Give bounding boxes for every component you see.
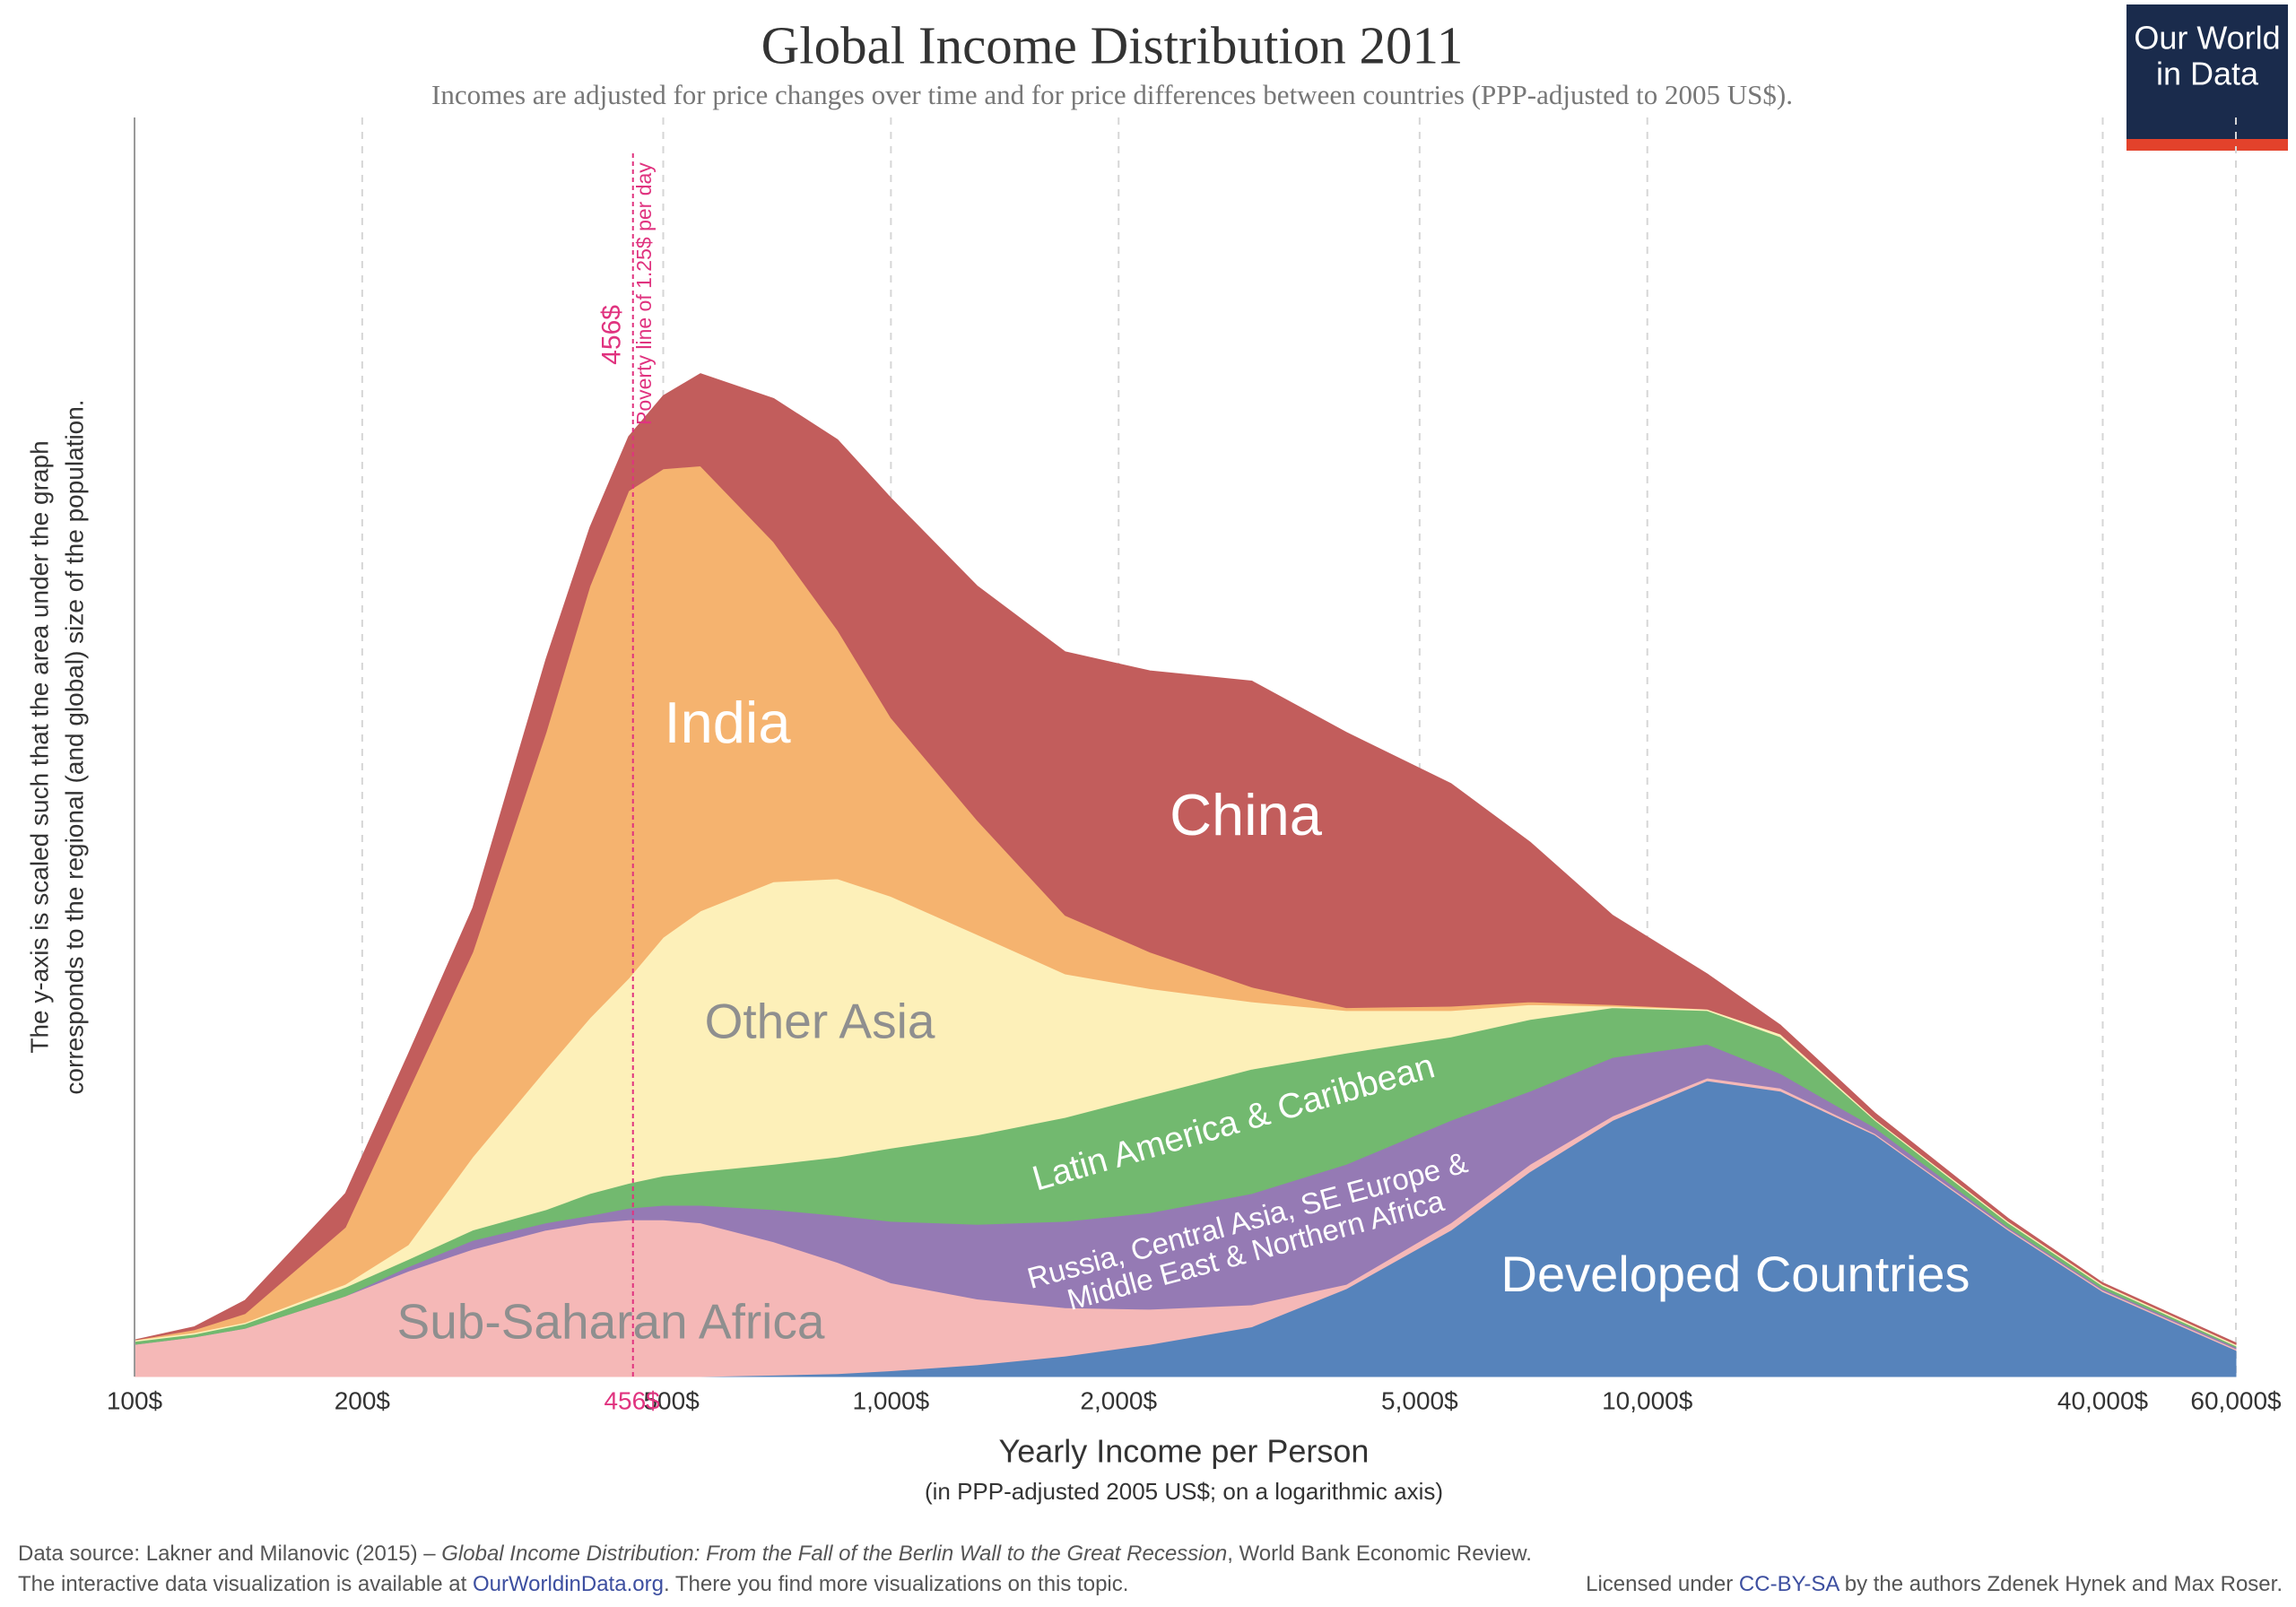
x-tick-label: 200$ bbox=[335, 1386, 391, 1414]
footer-link[interactable]: CC-BY-SA bbox=[1739, 1572, 1839, 1596]
x-tick-label: 1,000$ bbox=[853, 1386, 930, 1414]
footer-source: Data source: Lakner and Milanovic (2015)… bbox=[18, 1542, 1532, 1566]
footer-text: Global Income Distribution: From the Fal… bbox=[441, 1542, 1227, 1566]
logo[interactable]: Our World in Data bbox=[2126, 4, 2288, 151]
area-label: India bbox=[665, 690, 792, 755]
annotation-tick-label: 456$ bbox=[604, 1386, 660, 1414]
annotation-label: 456$ bbox=[597, 305, 627, 365]
x-tick-label: 2,000$ bbox=[1080, 1386, 1157, 1414]
logo-box bbox=[2126, 4, 2288, 151]
footer-license: Licensed under CC-BY-SA by the authors Z… bbox=[1586, 1572, 2283, 1596]
area-label: Sub-Saharan Africa bbox=[397, 1294, 825, 1350]
footer-note: The interactive data visualization is av… bbox=[18, 1572, 1128, 1596]
y-axis-label: The y-axis is scaled such that the area … bbox=[25, 440, 53, 1053]
x-tick-label: 10,000$ bbox=[1602, 1386, 1693, 1414]
footer-text: , World Bank Economic Review. bbox=[1227, 1542, 1532, 1566]
x-tick-label: 100$ bbox=[107, 1386, 163, 1414]
footer-text: by the authors Zdenek Hynek and Max Rose… bbox=[1839, 1572, 2283, 1596]
footer-text: The interactive data visualization is av… bbox=[18, 1572, 473, 1596]
logo-bar bbox=[2126, 139, 2288, 151]
x-tick-label: 500$ bbox=[643, 1386, 700, 1414]
x-tick-label: 40,000$ bbox=[2057, 1386, 2149, 1414]
area-label: Developed Countries bbox=[1501, 1246, 1970, 1302]
x-tick-label: 60,000$ bbox=[2190, 1386, 2282, 1414]
logo-text: Our World bbox=[2134, 20, 2280, 56]
chart-title: Global Income Distribution 2011 bbox=[761, 16, 1464, 75]
footer-text: . There you find more visualizations on … bbox=[664, 1572, 1128, 1596]
x-axis-sublabel: (in PPP-adjusted 2005 US$; on a logarith… bbox=[925, 1478, 1443, 1505]
x-tick-label: 5,000$ bbox=[1381, 1386, 1458, 1414]
area-label: China bbox=[1170, 782, 1323, 847]
footer-text: Licensed under bbox=[1586, 1572, 1739, 1596]
annotation-text: Poverty line of 1.25$ per day bbox=[632, 162, 656, 425]
y-axis-label: corresponds to the regional (and global)… bbox=[60, 399, 88, 1094]
area bbox=[134, 373, 2237, 1345]
areas bbox=[134, 373, 2237, 1377]
x-axis-label: Yearly Income per Person bbox=[999, 1433, 1370, 1470]
chart-subtitle: Incomes are adjusted for price changes o… bbox=[431, 79, 1793, 110]
area-label: Other Asia bbox=[705, 994, 935, 1049]
logo-text: in Data bbox=[2156, 56, 2259, 92]
footer-text: Data source: Lakner and Milanovic (2015)… bbox=[18, 1542, 441, 1566]
footer-link[interactable]: OurWorldinData.org bbox=[473, 1572, 664, 1596]
